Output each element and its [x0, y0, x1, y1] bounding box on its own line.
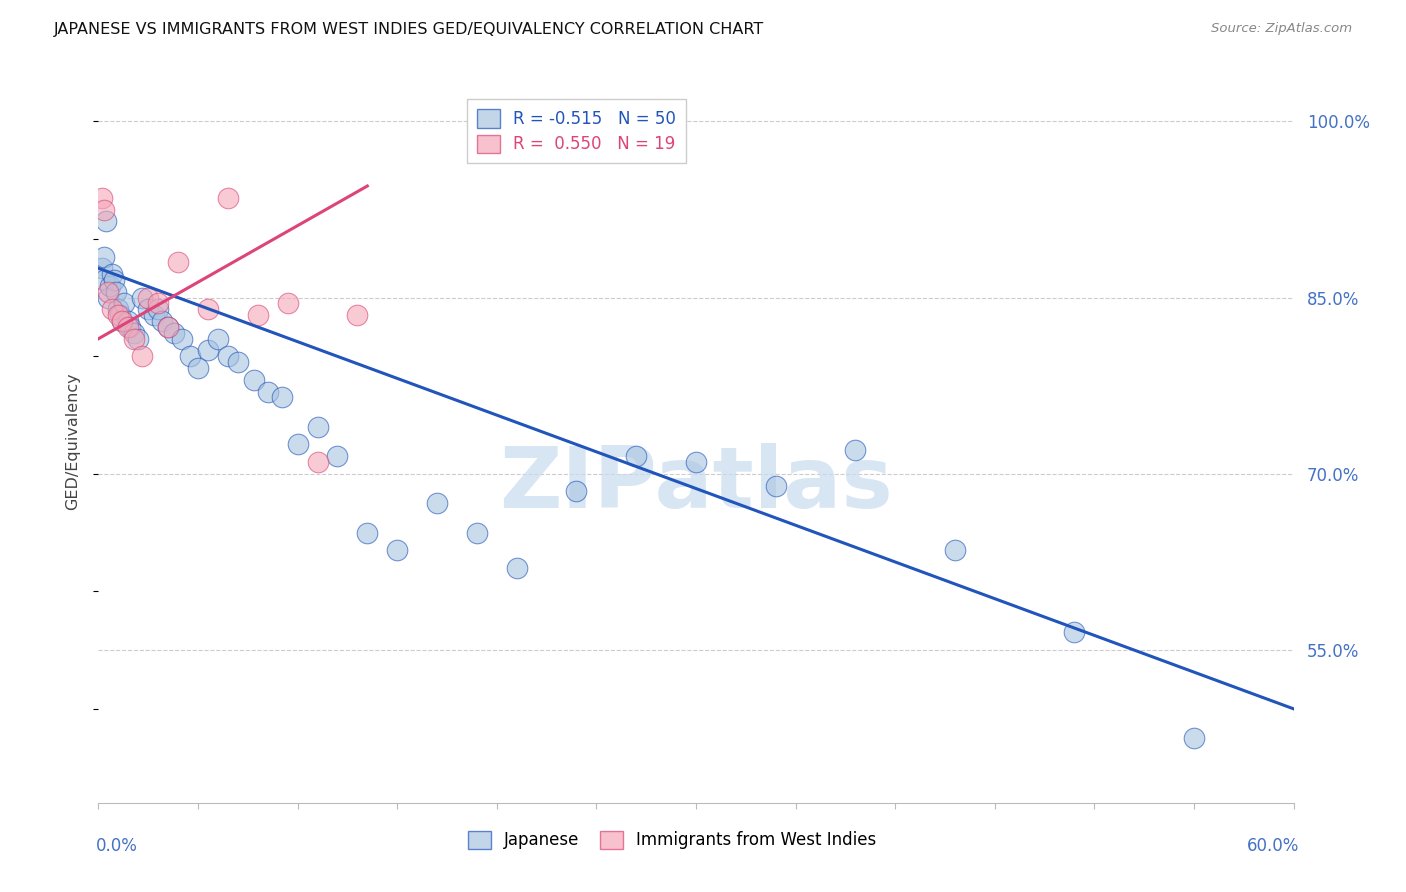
Point [157, 320, 180, 334]
Point [136, 302, 159, 317]
Point [356, 525, 378, 540]
Text: Source: ZipAtlas.com: Source: ZipAtlas.com [1212, 22, 1353, 36]
Point [124, 332, 146, 346]
Point [93, 273, 115, 287]
Point [148, 302, 170, 317]
Point [107, 308, 129, 322]
Point [120, 320, 142, 334]
Point [207, 332, 229, 346]
Point [91, 191, 114, 205]
Point [131, 291, 153, 305]
Point [943, 543, 966, 558]
Text: 0.0%: 0.0% [96, 837, 138, 855]
Point [105, 285, 128, 299]
Point [91, 261, 114, 276]
Point [307, 455, 329, 469]
Point [98, 278, 122, 293]
Point [1182, 731, 1205, 746]
Y-axis label: GED/Equivalency: GED/Equivalency [65, 373, 80, 510]
Point [117, 314, 139, 328]
Point [385, 543, 409, 558]
Point [112, 296, 135, 310]
Point [93, 250, 115, 264]
Text: 60.0%: 60.0% [1247, 837, 1299, 855]
Point [131, 350, 153, 364]
Legend: Japanese, Immigrants from West Indies: Japanese, Immigrants from West Indies [461, 824, 883, 856]
Text: ZIPatlas: ZIPatlas [499, 443, 893, 526]
Point [246, 308, 269, 322]
Point [217, 191, 239, 205]
Point [101, 302, 124, 317]
Point [127, 332, 149, 346]
Point [187, 361, 209, 376]
Point [136, 291, 159, 305]
Point [96, 214, 118, 228]
Point [97, 285, 120, 299]
Point [277, 296, 299, 310]
Point [217, 350, 239, 364]
Point [179, 350, 201, 364]
Text: JAPANESE VS IMMIGRANTS FROM WEST INDIES GED/EQUIVALENCY CORRELATION CHART: JAPANESE VS IMMIGRANTS FROM WEST INDIES … [53, 22, 763, 37]
Point [143, 308, 166, 322]
Point [197, 302, 219, 317]
Point [110, 308, 132, 322]
Point [148, 296, 170, 310]
Point [197, 343, 219, 358]
Point [103, 273, 125, 287]
Point [426, 496, 449, 510]
Point [256, 384, 278, 399]
Point [107, 302, 129, 317]
Point [97, 291, 120, 305]
Point [326, 449, 349, 463]
Point [167, 255, 190, 269]
Point [243, 373, 266, 387]
Point [226, 355, 249, 369]
Point [307, 420, 329, 434]
Point [1063, 625, 1085, 640]
Point [765, 478, 787, 492]
Point [93, 202, 115, 217]
Point [270, 391, 292, 405]
Point [124, 326, 146, 340]
Point [465, 525, 488, 540]
Point [626, 449, 648, 463]
Point [111, 314, 134, 328]
Point [844, 443, 866, 458]
Point [287, 437, 309, 451]
Point [685, 455, 707, 469]
Point [101, 267, 124, 281]
Point [506, 561, 529, 575]
Point [117, 320, 139, 334]
Point [172, 332, 194, 346]
Point [565, 484, 588, 499]
Point [157, 320, 180, 334]
Point [163, 326, 186, 340]
Point [346, 308, 368, 322]
Point [111, 314, 134, 328]
Point [150, 314, 173, 328]
